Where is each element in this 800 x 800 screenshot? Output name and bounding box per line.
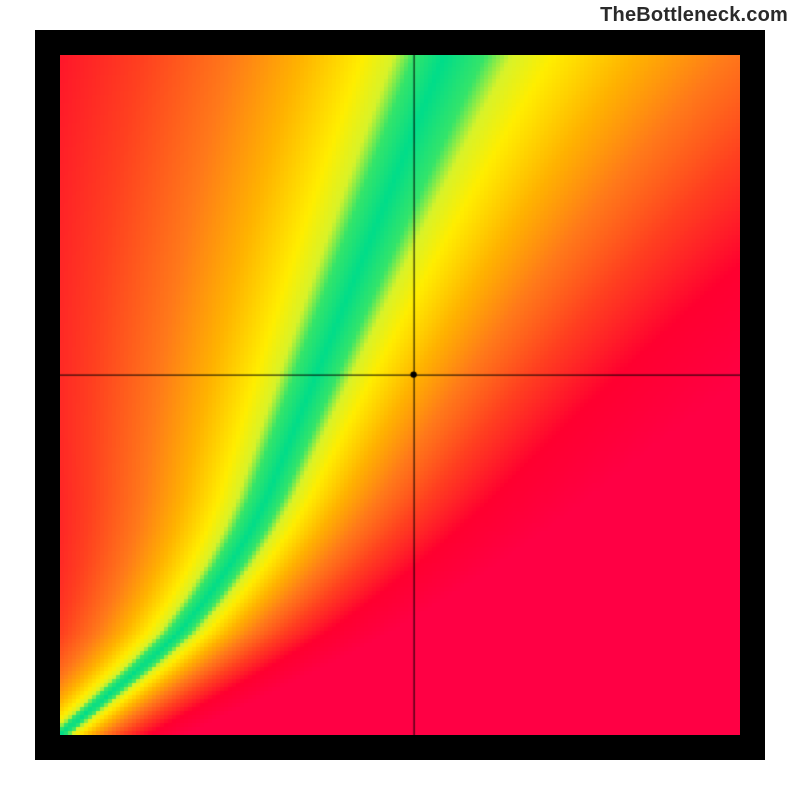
bottleneck-heatmap [60, 55, 740, 735]
chart-outer-frame [35, 30, 765, 760]
watermark-text: TheBottleneck.com [600, 4, 788, 27]
